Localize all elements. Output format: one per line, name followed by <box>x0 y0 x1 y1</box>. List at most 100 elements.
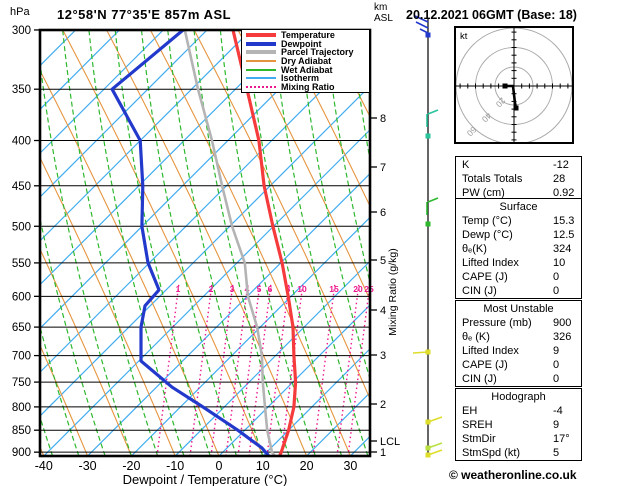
km-tick-label: 7 <box>380 162 386 174</box>
mixing-ratio-label: 3 <box>230 284 235 294</box>
stat-value: 9 <box>553 419 560 431</box>
dry-adiabat-line <box>41 346 88 455</box>
hodograph-trace-marker <box>513 105 519 111</box>
dry-adiabat-line <box>41 250 132 455</box>
stat-label: Totals Totals <box>462 173 523 185</box>
temp-tick-label: 10 <box>256 459 270 473</box>
stat-value: -12 <box>553 159 569 171</box>
isotherm-line <box>131 217 369 455</box>
isotherm-line <box>41 31 207 197</box>
stat-row: StmSpd (kt) 5 <box>456 446 581 460</box>
mixing-ratio-line <box>266 282 290 455</box>
hodograph-trace-marker <box>502 83 508 89</box>
stat-value: 0.92 <box>553 187 575 199</box>
isotherm-line <box>41 31 339 329</box>
legend-item: Wet Adiabat <box>246 64 369 75</box>
pressure-tick-label: 750 <box>12 377 31 389</box>
wind-barb <box>425 109 439 139</box>
wet-adiabat-line <box>324 31 369 281</box>
stat-row: CIN (J) 0 <box>456 284 581 298</box>
stat-value: 0 <box>553 271 560 283</box>
mixing-ratio-label: 1 <box>176 284 181 294</box>
pressure-tick-label: 350 <box>12 84 31 96</box>
isotherm-line <box>41 42 369 373</box>
stat-value: 17° <box>553 433 570 445</box>
stat-row: Totals Totals 28 <box>456 172 581 186</box>
stat-row: Temp (°C) 15.3 <box>456 214 581 228</box>
temperature-curve <box>231 31 298 455</box>
legend-item: Dry Adiabat <box>246 56 369 66</box>
x-axis-title: Dewpoint / Temperature (°C) <box>123 472 288 486</box>
wet-adiabat-line <box>88 31 185 455</box>
panel-indices: K -12 Totals Totals 28 PW (cm) 0.92 <box>455 156 582 201</box>
legend-item: Mixing Ratio <box>246 82 369 92</box>
stat-label: StmDir <box>462 433 496 445</box>
stat-value: 0 <box>553 373 560 385</box>
wind-barb <box>425 449 443 458</box>
stat-label: SREH <box>462 419 493 431</box>
isotherm-line <box>41 31 164 154</box>
isotherm-line <box>41 86 369 416</box>
temp-tick-label: 30 <box>343 459 357 473</box>
wind-barb <box>414 15 431 38</box>
km-tick-label: 4 <box>380 305 386 317</box>
wet-adiabat-line <box>41 65 132 455</box>
stat-row: CIN (J) 0 <box>456 372 581 386</box>
wet-adiabat-line <box>272 31 369 455</box>
stat-value: 900 <box>553 317 572 329</box>
dry-adiabat-line <box>41 71 220 455</box>
stat-label: CIN (J) <box>462 285 497 297</box>
legend-label: Parcel Trajectory <box>281 47 354 58</box>
wind-barb <box>425 416 443 425</box>
dry-adiabat-line <box>194 31 369 398</box>
legend-box: Temperature Dewpoint Parcel Trajectory Dry … <box>241 29 370 94</box>
pressure-tick-label: 600 <box>12 291 31 303</box>
stat-label: θₑ (K) <box>462 331 490 343</box>
isotherm-line <box>219 305 369 455</box>
dewpoint-curve <box>110 31 270 455</box>
pressure-tick-label: 550 <box>12 258 31 270</box>
stat-row: Dewp (°C) 12.5 <box>456 228 581 242</box>
panel-title: Most Unstable <box>483 303 554 315</box>
stat-row: CAPE (J) 0 <box>456 358 581 372</box>
wet-adiabat-line <box>141 31 237 455</box>
mixing-ratio-line <box>280 282 304 455</box>
legend-label: Wet Adiabat <box>281 64 333 75</box>
pressure-tick-label: 650 <box>12 322 31 334</box>
isotherm-line <box>175 261 369 455</box>
stat-value: -4 <box>553 405 563 417</box>
legend-swatch-temperature <box>246 33 276 38</box>
stat-row: Pressure (mb) 900 <box>456 316 581 330</box>
panel-title: Surface <box>499 201 538 213</box>
hodograph-ring-label: 60 <box>465 125 479 139</box>
stat-row: PW (cm) 0.92 <box>456 186 581 200</box>
wind-barb <box>425 442 443 451</box>
temp-tick-label: -20 <box>122 459 140 473</box>
km-tick-label: 8 <box>380 113 386 125</box>
mixing-ratio-line <box>210 282 234 455</box>
plot-frame <box>38 28 372 458</box>
pressure-tick-label: 900 <box>12 447 31 459</box>
stat-label: Lifted Index <box>462 345 519 357</box>
stat-row: CAPE (J) 0 <box>456 270 581 284</box>
mixing-ratio-label: 10 <box>297 284 307 294</box>
dry-adiabat-line <box>62 31 263 455</box>
stat-value: 5 <box>553 447 560 459</box>
stat-value: 15.3 <box>553 215 575 227</box>
wet-adiabat-line <box>62 31 158 455</box>
panel-most-unstable: Most Unstable Pressure (mb) 900 θₑ (K) 326 Li… <box>455 300 582 387</box>
isotherm-line <box>41 31 295 285</box>
stat-label: CIN (J) <box>462 373 497 385</box>
pressure-tick-label: 500 <box>12 221 31 233</box>
dry-adiabat-line <box>41 158 176 455</box>
stat-label: CAPE (J) <box>462 359 508 371</box>
legend-label: Isotherm <box>281 73 320 84</box>
stat-row: θₑ (K) 326 <box>456 330 581 344</box>
pressure-unit-label: hPa <box>10 6 30 18</box>
legend-item: Temperature <box>246 30 369 40</box>
temp-tick-label: 20 <box>300 459 314 473</box>
wet-adiabat-line <box>351 31 369 158</box>
isotherm-line <box>87 173 369 455</box>
